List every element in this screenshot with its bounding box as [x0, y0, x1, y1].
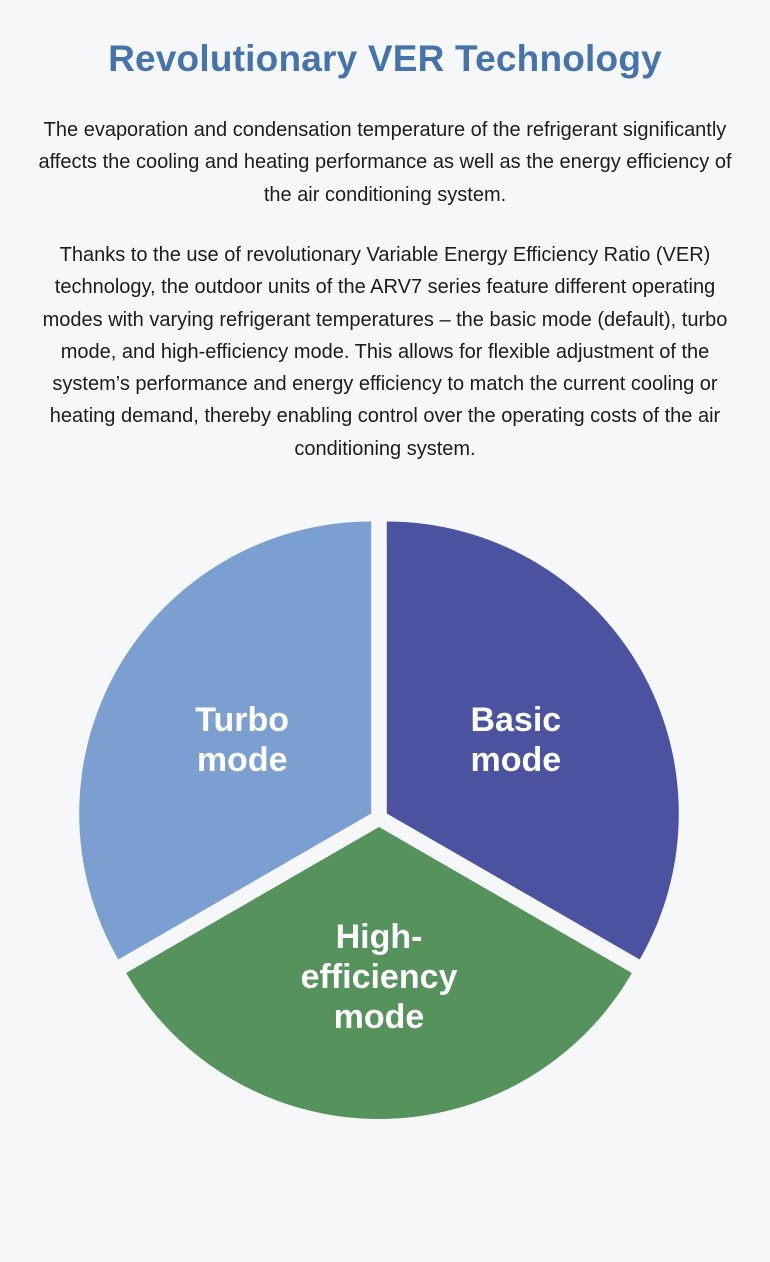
pie-slice-label: Basic mode — [470, 701, 561, 779]
modes-pie-chart: Basic mode High-efficiency mode Turbo mode — [0, 500, 770, 1120]
pie-slice-label: Turbo mode — [195, 701, 289, 779]
pie-chart-svg: Basic mode High-efficiency mode Turbo mode — [79, 521, 679, 1119]
page-title: Revolutionary VER Technology — [108, 38, 662, 79]
pie-slice-turbo-mode — [79, 521, 372, 960]
pie-slice-label: High-efficiency mode — [301, 918, 458, 1036]
intro-paragraph: The evaporation and condensation tempera… — [38, 119, 732, 206]
pie-slice-high-efficiency-mode — [126, 827, 632, 1119]
ver-description-paragraph: Thanks to the use of revolutionary Varia… — [42, 244, 728, 460]
pie-slice-basic-mode — [386, 521, 679, 960]
